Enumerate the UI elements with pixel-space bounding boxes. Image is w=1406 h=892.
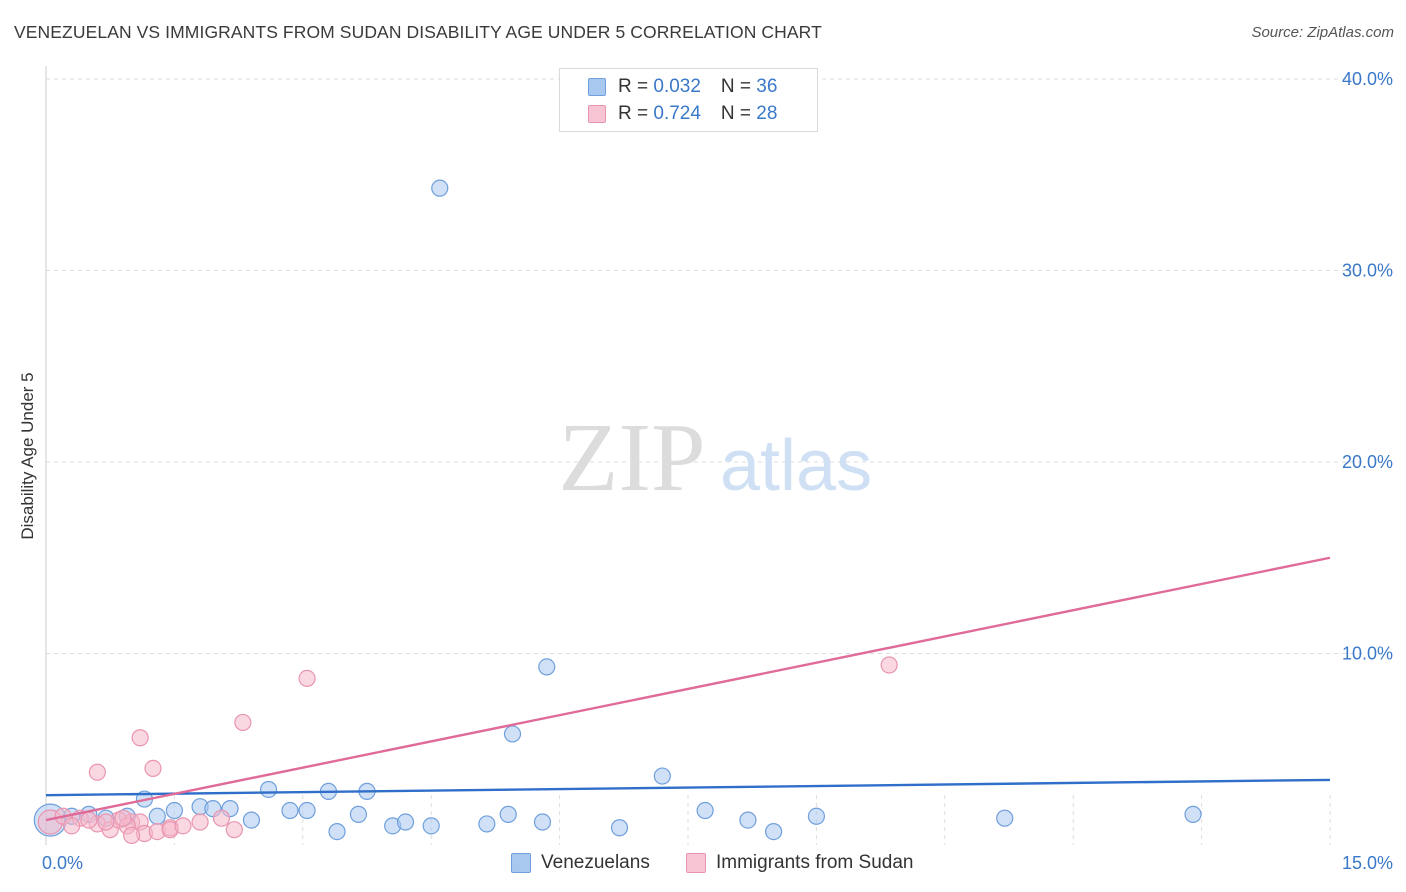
sudan-point — [63, 817, 81, 835]
sudan-point — [80, 811, 98, 829]
venezuelan-point — [503, 725, 522, 743]
sudan-point — [298, 669, 316, 687]
x-tick-label: 0.0% — [42, 853, 83, 873]
sudan-point — [144, 759, 162, 778]
venezuelan-point — [696, 801, 714, 820]
legend-item-sudan[interactable]: Immigrants from Sudan — [686, 852, 913, 874]
venezuelan-point — [996, 809, 1014, 827]
legend-r-label: R = — [618, 76, 654, 97]
legend-r-label: R = — [618, 103, 654, 124]
legend-n-value: 36 — [756, 76, 778, 97]
legend-n-label: N = — [720, 76, 757, 97]
sudan-point — [234, 713, 252, 732]
venezuelan-point — [396, 813, 415, 831]
watermark-atlas: atlas — [720, 426, 872, 506]
y-axis-label: Disability Age Under 5 — [18, 372, 37, 539]
legend-label-sudan: Immigrants from Sudan — [716, 852, 914, 873]
y-tick-label: 30.0% — [1342, 261, 1393, 281]
venezuelan-point — [431, 179, 449, 197]
y-tick-label: 40.0% — [1342, 69, 1393, 89]
watermark-zip: ZIP — [559, 404, 706, 512]
sudan-trendline — [45, 556, 1331, 822]
venezuelan-point — [499, 805, 517, 823]
sudan-point — [131, 729, 149, 747]
sudan-point — [88, 763, 106, 781]
venezuelan-point — [807, 807, 826, 825]
sudan-point — [225, 821, 243, 839]
source-label: Source: ZipAtlas.com — [1251, 24, 1394, 41]
sudan-point — [97, 813, 115, 831]
trend-layer — [45, 556, 1331, 822]
venezuelan-point — [148, 807, 166, 825]
venezuelan-point — [422, 817, 440, 835]
venezuelan-point — [349, 805, 368, 823]
sudan-point — [114, 809, 132, 827]
sudan-point — [123, 826, 141, 845]
legend-n-value: 28 — [756, 103, 778, 124]
venezuelan-point — [610, 819, 629, 837]
venezuelan-point — [764, 822, 783, 841]
venezuelan-point — [1184, 805, 1202, 823]
legend-row-sudan: R = 0.724 N = 28 — [588, 103, 777, 125]
watermark: ZIP atlas — [559, 404, 873, 512]
venezuelan-point — [259, 780, 278, 799]
venezuelan-point — [242, 811, 261, 829]
venezuelan-point — [739, 811, 757, 829]
y-tick-label: 20.0% — [1342, 452, 1393, 472]
venezuelan-point — [328, 822, 346, 841]
legend-swatch-pink — [686, 853, 706, 873]
venezuelan-point — [478, 815, 496, 833]
sudan-point — [880, 656, 898, 674]
series-legend: Venezuelans Immigrants from Sudan — [0, 852, 1406, 876]
legend-swatch-blue — [588, 78, 606, 96]
legend-n-label: N = — [720, 103, 757, 124]
venezuelan-point — [653, 767, 671, 785]
legend-label-venezuelans: Venezuelans — [541, 852, 650, 873]
legend-r-value: 0.032 — [653, 76, 701, 97]
stats-legend: R = 0.032 N = 36 R = 0.724 N = 28 — [559, 68, 818, 132]
venezuelan-point — [298, 801, 316, 820]
legend-r-value: 0.724 — [653, 103, 701, 124]
venezuelan-point — [538, 658, 556, 676]
sudan-point — [174, 817, 192, 835]
axis-layer: 10.0% 20.0% 30.0% 40.0% 0.0% 15.0% — [42, 66, 1393, 873]
chart-title: VENEZUELAN VS IMMIGRANTS FROM SUDAN DISA… — [14, 22, 822, 42]
legend-item-venezuelans[interactable]: Venezuelans — [511, 852, 650, 874]
venezuelan-point — [165, 801, 183, 820]
venezuelan-point — [281, 801, 299, 820]
sudan-point — [191, 813, 209, 831]
y-tick-label: 10.0% — [1342, 644, 1393, 664]
legend-swatch-pink — [588, 105, 606, 123]
venezuelan-point — [533, 813, 552, 831]
x-tick-label: 15.0% — [1342, 853, 1393, 873]
legend-row-venezuelans: R = 0.032 N = 36 — [588, 76, 777, 98]
venezuelan-trendline — [45, 778, 1331, 797]
sudan-point — [212, 809, 231, 827]
grid-layer — [45, 78, 1364, 845]
legend-swatch-blue — [511, 853, 531, 873]
